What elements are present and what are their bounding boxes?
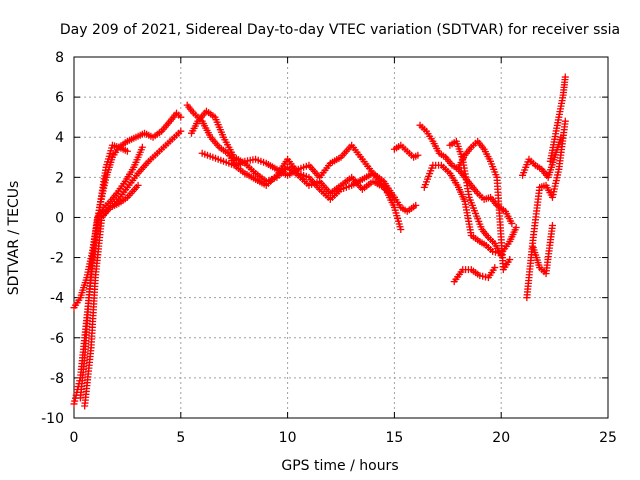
y-tick-label: -2	[50, 251, 64, 267]
axis-ticks	[73, 56, 609, 419]
series-track-14	[454, 137, 514, 274]
data-point-marker	[177, 127, 185, 135]
data-point-marker	[548, 221, 556, 229]
x-tick-label: 0	[70, 430, 79, 446]
series-track-line	[186, 104, 395, 198]
series-track-8	[198, 149, 405, 233]
series-track-9	[390, 141, 422, 161]
data-point-marker	[561, 73, 569, 81]
data-point-marker	[397, 225, 405, 233]
y-tick-label: -10	[41, 411, 64, 427]
grid	[74, 57, 608, 418]
series-track-5	[102, 127, 185, 215]
y-tick-label: -8	[50, 371, 64, 387]
data-point-marker	[177, 113, 185, 121]
data-point-marker	[414, 151, 422, 159]
series-track-10	[390, 193, 420, 215]
data-point-marker	[508, 219, 516, 227]
series-track-3	[76, 143, 146, 402]
x-tick-label: 5	[176, 430, 185, 446]
x-tick-label: 10	[279, 430, 297, 446]
x-axis-label: GPS time / hours	[281, 458, 398, 474]
series-track-7	[187, 107, 398, 203]
data-point-marker	[138, 143, 146, 151]
y-tick-label: 6	[55, 90, 64, 106]
y-tick-label: 4	[55, 130, 64, 146]
plot-frame	[73, 56, 609, 419]
series-track-4	[81, 181, 142, 410]
y-axis-label: SDTVAR / TECUs	[6, 181, 22, 296]
chart-title: Day 209 of 2021, Sidereal Day-to-day VTE…	[60, 22, 620, 38]
x-tick-label: 20	[492, 430, 510, 446]
series-track-17	[523, 117, 569, 302]
x-tick-label: 15	[385, 430, 403, 446]
series-track-15	[450, 264, 499, 286]
data-point-marker	[506, 256, 514, 264]
y-tick-labels: -10 -8 -6 -4 -2 0 2 4 6 8	[41, 50, 64, 427]
y-tick-label: -6	[50, 331, 64, 347]
y-tick-label: -4	[50, 291, 64, 307]
y-tick-label: 2	[55, 170, 64, 186]
data-point-marker	[561, 117, 569, 125]
data-point-marker	[123, 147, 131, 155]
data-point-marker	[412, 201, 420, 209]
series-track-16	[519, 133, 565, 181]
y-tick-label: 8	[55, 50, 64, 66]
series-track-18	[529, 221, 556, 278]
series-layer	[70, 73, 569, 410]
y-tick-label: 0	[55, 210, 64, 226]
data-point-marker	[512, 223, 520, 231]
data-point-marker	[134, 181, 142, 189]
x-tick-labels: 0 5 10 15 20 25	[70, 430, 617, 446]
data-point-marker	[491, 264, 499, 272]
series-track-13	[446, 137, 505, 260]
series-track-19	[546, 73, 569, 165]
x-tick-label: 25	[599, 430, 617, 446]
